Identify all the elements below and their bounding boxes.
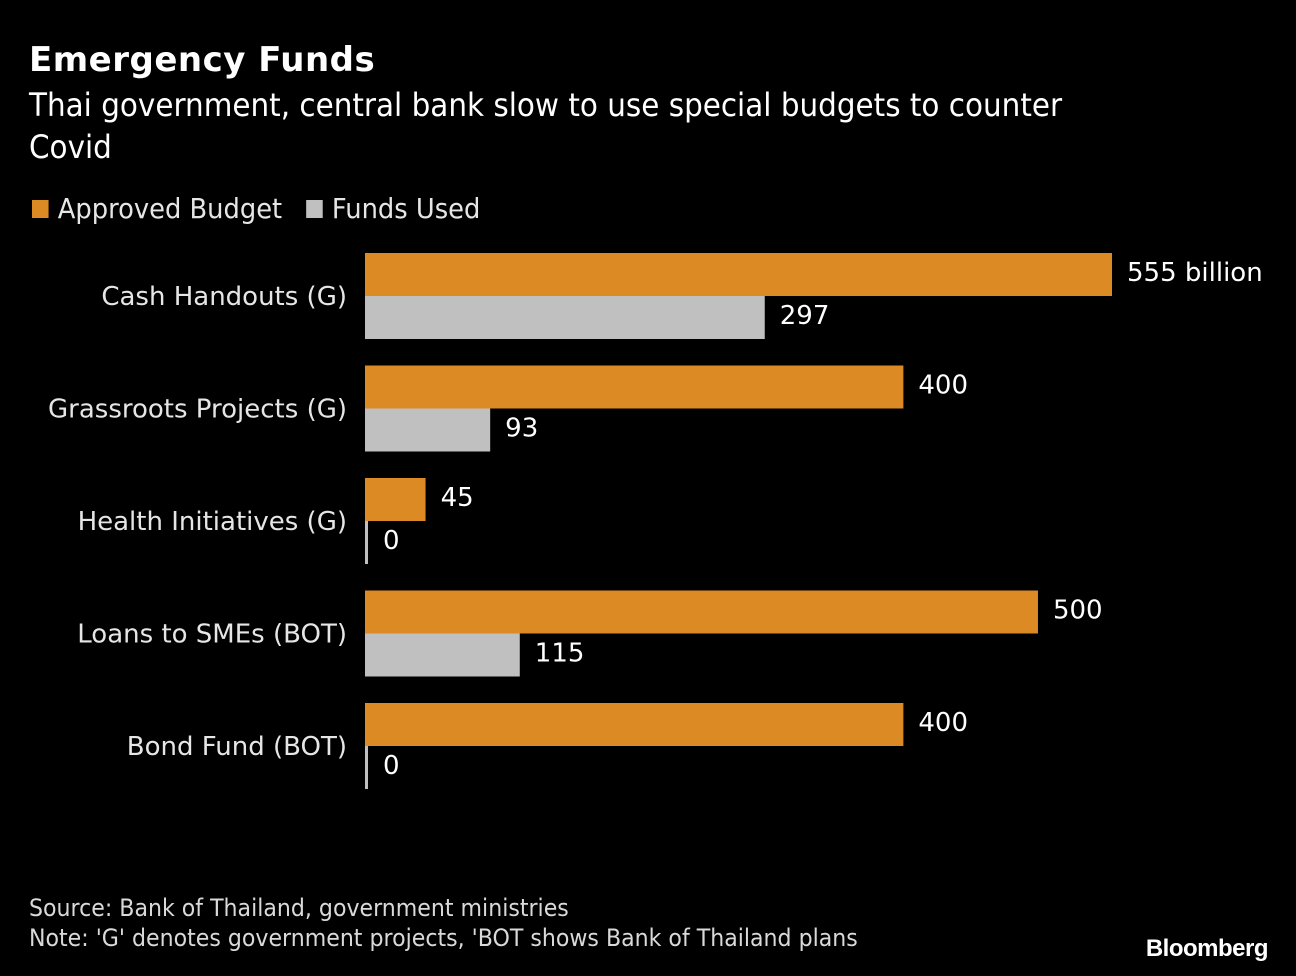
legend-swatch-approved-budget bbox=[32, 199, 49, 218]
value-label-approved-budget: 500 bbox=[1053, 596, 1103, 626]
value-label-approved-budget: 400 bbox=[918, 708, 968, 738]
value-label-approved-budget: 45 bbox=[441, 483, 474, 513]
legend: Approved Budget Funds Used bbox=[32, 192, 504, 225]
value-label-approved-budget: 400 bbox=[918, 371, 968, 401]
source-note: Source: Bank of Thailand, government min… bbox=[29, 894, 569, 922]
bar-approved-budget bbox=[365, 365, 904, 409]
footnote: Note: 'G' denotes government projects, '… bbox=[29, 924, 858, 952]
category-label: Cash Handouts (G) bbox=[101, 282, 347, 312]
bar-group-grassroots-projects-g: Grassroots Projects (G) 400 93 bbox=[48, 365, 968, 452]
value-label-funds-used: 0 bbox=[383, 751, 400, 781]
bar-funds-used bbox=[365, 633, 520, 677]
bar-funds-used bbox=[365, 746, 368, 789]
bar-funds-used bbox=[365, 296, 765, 339]
legend-label-funds-used: Funds Used bbox=[331, 192, 481, 225]
legend-label-approved-budget: Approved Budget bbox=[57, 192, 283, 225]
bar-approved-budget bbox=[365, 253, 1112, 296]
bar-funds-used bbox=[365, 408, 491, 452]
bar-group-cash-handouts-g: Cash Handouts (G) 555 billion 297 bbox=[101, 253, 1263, 339]
bar-group-bond-fund-bot: Bond Fund (BOT) 400 0 bbox=[127, 703, 968, 789]
bar-approved-budget bbox=[365, 478, 426, 521]
legend-swatch-funds-used bbox=[306, 199, 323, 218]
footer: Source: Bank of Thailand, government min… bbox=[29, 893, 858, 953]
bloomberg-logo: Bloomberg bbox=[1145, 935, 1269, 962]
bar-funds-used bbox=[365, 521, 368, 564]
value-label-approved-budget: 555 billion bbox=[1127, 258, 1263, 288]
value-label-funds-used: 0 bbox=[383, 526, 400, 556]
category-label: Loans to SMEs (BOT) bbox=[77, 620, 347, 650]
bar-group-health-initiatives-g: Health Initiatives (G) 45 0 bbox=[78, 478, 474, 564]
chart-subtitle: Thai government, central bank slow to us… bbox=[29, 86, 1063, 166]
value-label-funds-used: 297 bbox=[780, 301, 830, 331]
bar-approved-budget bbox=[365, 590, 1038, 634]
category-label: Bond Fund (BOT) bbox=[127, 732, 347, 762]
value-label-funds-used: 115 bbox=[535, 639, 585, 669]
value-label-funds-used: 93 bbox=[505, 414, 538, 444]
category-label: Health Initiatives (G) bbox=[78, 507, 347, 537]
category-label: Grassroots Projects (G) bbox=[48, 395, 347, 425]
chart-title: Emergency Funds bbox=[29, 40, 376, 80]
bar-approved-budget bbox=[365, 703, 904, 746]
legend-item-funds-used: Funds Used bbox=[306, 192, 480, 225]
bar-group-loans-to-smes-bot: Loans to SMEs (BOT) 500 115 bbox=[77, 590, 1103, 677]
legend-item-approved-budget: Approved Budget bbox=[32, 192, 282, 225]
